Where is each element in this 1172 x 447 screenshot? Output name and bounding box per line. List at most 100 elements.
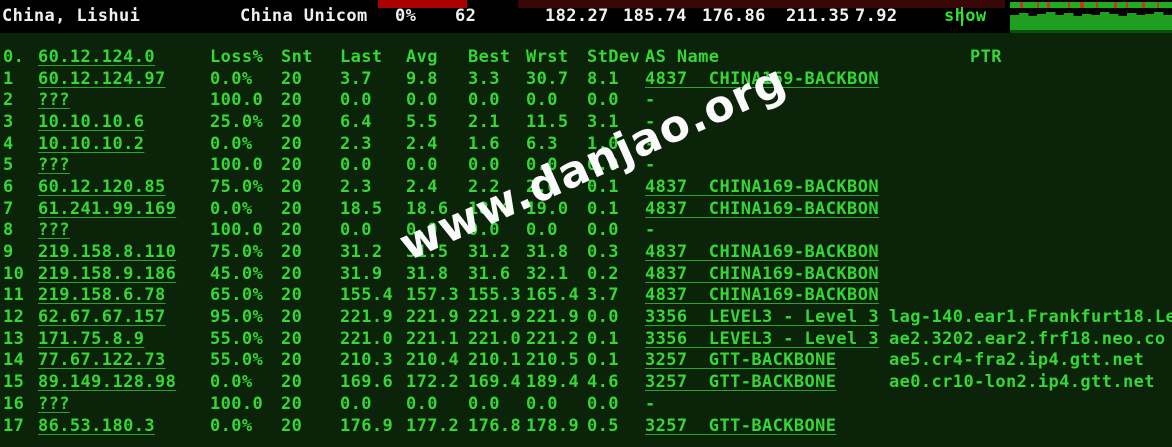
hop-last: 2.3 [340,133,372,154]
hop-last: 176.9 [340,415,394,436]
hop-wrst: 2.6 [526,176,558,197]
hop-as-link[interactable]: 3257 GTT-BACKBONE [645,415,837,436]
summary-stdev: 7.92 [855,6,898,26]
header-loss: Loss% [210,46,264,67]
hop-number: 12 [3,307,25,328]
hop-best: 0.0 [468,90,500,111]
header-stdev: StDev [587,46,641,67]
hop-as-link[interactable]: 4837 CHINA169-BACKBON [645,242,879,263]
hop-ip-link[interactable]: 219.158.9.186 [38,263,177,284]
hop-loss: 0.0% [210,133,253,154]
hop-ip-link[interactable]: ??? [38,393,70,414]
hop-number: 14 [3,350,25,371]
hop-as-link[interactable]: 4837 CHINA169-BACKBON [645,198,879,219]
hop-last: 210.3 [340,350,394,371]
hop-as-link[interactable]: 3257 GTT-BACKBONE [645,372,837,393]
hop-avg: 210.4 [406,350,460,371]
hop-last: 155.4 [340,285,394,306]
hop-number: 6 [3,176,14,197]
hop-loss: 65.0% [210,285,264,306]
hop-loss: 0.0% [210,372,253,393]
table-row: 2 ??? 100.0 20 0.0 0.0 0.0 0.0 0.0 - [0,89,1172,111]
hop-stdev: 0.1 [587,350,619,371]
hop-ip-link[interactable]: 77.67.122.73 [38,350,166,371]
hop-avg: 18.6 [406,198,449,219]
hop-last: 18.5 [340,198,383,219]
hop-ip-link[interactable]: 60.12.120.85 [38,176,166,197]
hop-last: 0.0 [340,90,372,111]
hop-ip-link[interactable]: 89.149.128.98 [38,372,177,393]
hop-as-link[interactable]: 3356 LEVEL3 - Level 3 [645,307,879,328]
hop-ip-link[interactable]: 62.67.67.157 [38,307,166,328]
hop-as-link: - [645,155,656,176]
hop-avg: 5.5 [406,111,438,132]
hop-best: 0.0 [468,220,500,241]
hop-snt: 20 [281,350,303,371]
hop-ip-link[interactable]: ??? [38,155,70,176]
summary-wrst: 211.35 [786,6,850,26]
hop-loss: 55.0% [210,328,264,349]
hop-ip-link[interactable]: 86.53.180.3 [38,415,155,436]
hop-as-link[interactable]: 3356 LEVEL3 - Level 3 [645,328,879,349]
hop-avg: 177.2 [406,415,460,436]
hop-ip-link[interactable]: 61.241.99.169 [38,198,177,219]
hop-as-link[interactable]: 3257 GTT-BACKBONE [645,350,837,371]
text-cursor [961,7,963,26]
hop-loss: 100.0 [210,90,264,111]
header-snt: Snt [281,46,313,67]
hop-best: 221.0 [468,328,522,349]
hop-as-link[interactable]: 4837 CHINA169-BACKBON [645,176,879,197]
hop-number: 15 [3,372,25,393]
hop-ip-link[interactable]: 10.10.10.2 [38,133,145,154]
hop-number: 1 [3,68,14,89]
hop-best: 221.9 [468,307,522,328]
hop-stdev: 0.2 [587,263,619,284]
hop-loss: 0.0% [210,415,253,436]
hop-avg: 0.0 [406,90,438,111]
table-row: 14 77.67.122.73 55.0% 20 210.3 210.4 210… [0,350,1172,372]
header-avg: Avg [406,46,438,67]
table-row: 1 60.12.124.97 0.0% 20 3.7 9.8 3.3 30.7 … [0,68,1172,90]
hop-wrst: 210.5 [526,350,580,371]
hop-best: 0.0 [468,393,500,414]
hop-best: 2.1 [468,111,500,132]
hop-stdev: 8.1 [587,68,619,89]
hop-ip-link[interactable]: ??? [38,220,70,241]
hop-snt: 20 [281,372,303,393]
hop-as-link[interactable]: 4837 CHINA169-BACKBON [645,285,879,306]
hop-best: 176.8 [468,415,522,436]
hop-ip-link[interactable]: 171.75.8.9 [38,328,145,349]
hop-as-link[interactable]: 4837 CHINA169-BACKBON [645,263,879,284]
header-wrst: Wrst [526,46,569,67]
hop-loss: 75.0% [210,242,264,263]
header-last: Last [340,46,383,67]
hop-stdev: 0.0 [587,393,619,414]
hop-ip-link[interactable]: 219.158.6.78 [38,285,166,306]
hop-stdev: 1.0 [587,133,619,154]
hop-loss: 45.0% [210,263,264,284]
header-source-ip[interactable]: 60.12.124.0 [38,46,155,67]
summary-best: 176.86 [702,6,766,26]
hop-as-link[interactable]: 4837 CHINA169-BACKBON [645,68,879,89]
show-toggle[interactable]: show [944,6,987,26]
hop-best: 3.3 [468,68,500,89]
hop-stdev: 3.7 [587,285,619,306]
hop-loss: 100.0 [210,155,264,176]
hop-ip-link[interactable]: 219.158.8.110 [38,242,177,263]
hop-stdev: 0.0 [587,90,619,111]
hop-wrst: 221.9 [526,307,580,328]
hop-loss: 0.0% [210,68,253,89]
latency-alert-bar [518,0,1005,8]
hop-ip-link[interactable]: 10.10.10.6 [38,111,145,132]
hop-best: 0.0 [468,155,500,176]
hop-as-link: - [645,393,656,414]
hop-stdev: 3.1 [587,111,619,132]
hop-stdev: 0.1 [587,198,619,219]
hop-avg: 9.8 [406,68,438,89]
hop-wrst: 178.9 [526,415,580,436]
hop-ip-link[interactable]: 60.12.124.97 [38,68,166,89]
header-ptr: PTR [970,46,1002,67]
table-row: 11 219.158.6.78 65.0% 20 155.4 157.3 155… [0,285,1172,307]
hop-avg: 172.2 [406,372,460,393]
hop-ip-link[interactable]: ??? [38,90,70,111]
